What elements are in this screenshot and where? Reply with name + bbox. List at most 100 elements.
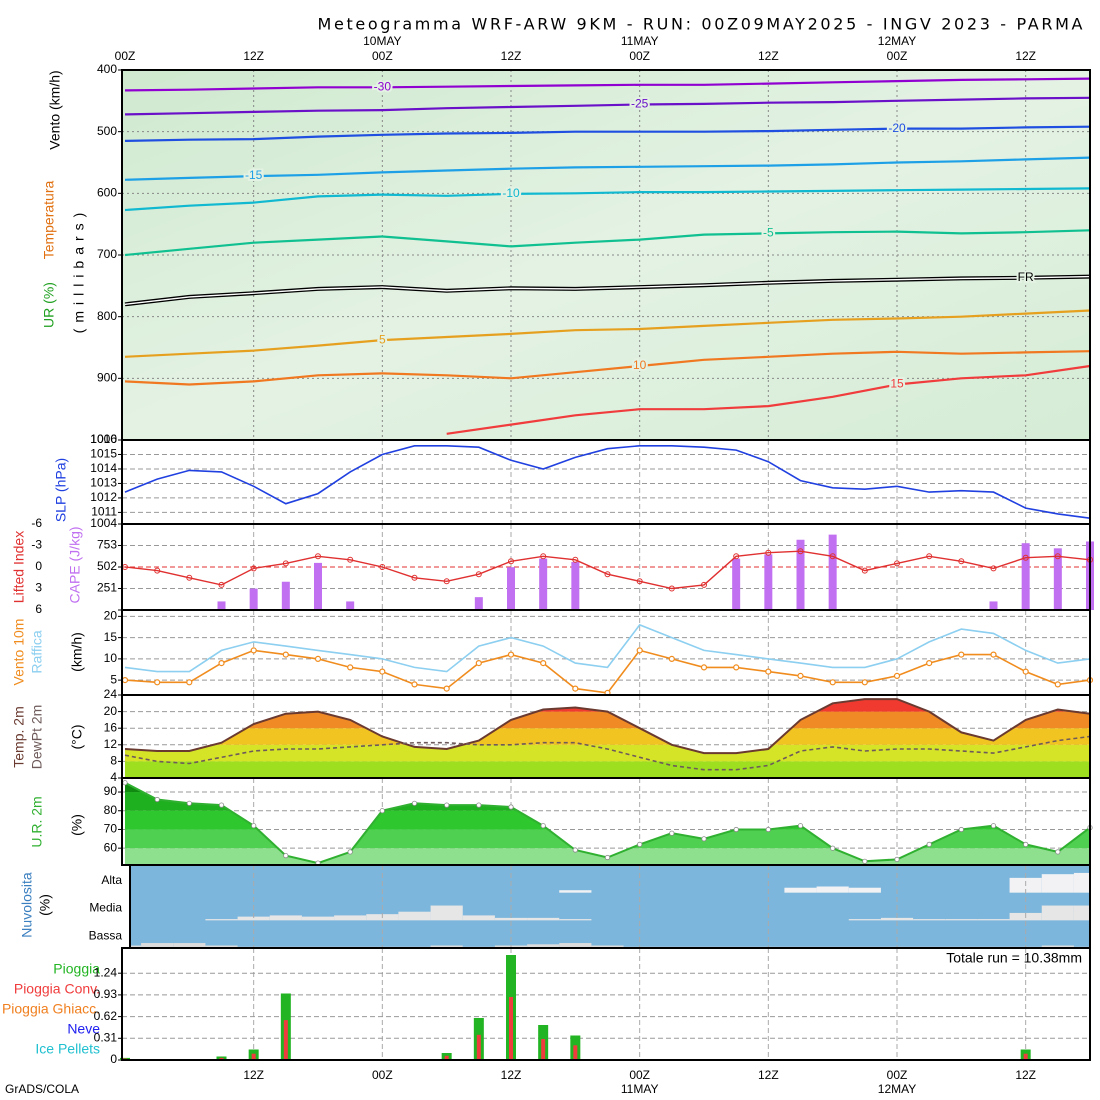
- x-tick-label: 12Z: [501, 1068, 522, 1082]
- area-marker: [701, 836, 707, 842]
- area-line: [124, 698, 1091, 755]
- wind-marker: [186, 679, 193, 686]
- area-bands: [125, 782, 1090, 865]
- lifted-index-marker: [572, 556, 579, 563]
- area-marker: [411, 800, 418, 806]
- area-band: [125, 699, 1090, 712]
- annotation: Totale run = 10.38mm: [946, 950, 1082, 966]
- isotherm-line: [124, 125, 1091, 142]
- precip-bar: [219, 1057, 224, 1060]
- isotherm-label: FR: [1018, 270, 1034, 284]
- isotherm-label: 10: [633, 358, 647, 372]
- isotherm-label: -30: [374, 79, 392, 93]
- precip-bar: [541, 1039, 546, 1060]
- y-tick-label: 1013: [90, 476, 117, 490]
- x-tick-label: 00Z: [629, 49, 650, 63]
- cloud-cover: [527, 917, 560, 921]
- y-tick-label: 600: [97, 186, 117, 200]
- y-tick-label: 60: [104, 840, 118, 854]
- cape-bar: [732, 558, 741, 610]
- x-tick-label: 12Z: [758, 1068, 779, 1082]
- y-tick-label: 10: [104, 651, 118, 665]
- wind-marker: [475, 659, 482, 667]
- footer: GrADS/COLA: [5, 1082, 79, 1096]
- wind-marker: [379, 668, 386, 675]
- y-tick-label: 0.62: [94, 1009, 118, 1023]
- lifted-index-marker: [797, 548, 804, 555]
- wind-marker: [347, 664, 354, 671]
- lifted-index-marker: [475, 571, 482, 578]
- cloud-layer-label: Media: [89, 901, 122, 915]
- area-marker: [122, 780, 128, 786]
- area-marker: [186, 800, 192, 806]
- wind-marker: [958, 651, 965, 658]
- wind-marker: [733, 664, 740, 671]
- wind-marker: [121, 676, 129, 684]
- area-marker: [508, 804, 514, 810]
- cloud-cover: [398, 911, 431, 921]
- y-tick-label: 12: [104, 737, 118, 751]
- cape-bar: [314, 562, 322, 610]
- area-band: [125, 744, 1090, 762]
- legend-entry: Ice Pellets: [35, 1041, 100, 1057]
- area-marker: [669, 830, 675, 836]
- y-tick-label: 400: [97, 62, 117, 76]
- y-tick-label: 1.24: [94, 965, 118, 979]
- y-tick-label: 20: [104, 609, 118, 623]
- wind-line: [124, 649, 1091, 694]
- date-label: 10MAY: [363, 34, 401, 48]
- precip-bar: [476, 1034, 481, 1060]
- wind-marker: [765, 668, 772, 675]
- lifted-index-marker: [668, 585, 675, 592]
- y-tick-label: 1000: [90, 432, 117, 446]
- isotherm-line: [124, 96, 1091, 116]
- precip-bar: [509, 997, 513, 1060]
- area-marker: [990, 823, 997, 829]
- wind-marker: [861, 679, 868, 686]
- wind-marker: [1054, 681, 1061, 688]
- axis-title: (°C): [69, 724, 85, 749]
- cape-bar: [217, 601, 226, 610]
- legend-entry: Neve: [67, 1021, 100, 1037]
- cloud-layer-label: Bassa: [89, 928, 123, 942]
- cloud-cover: [462, 915, 495, 921]
- area-marker: [765, 826, 771, 833]
- cloud-cover: [205, 919, 238, 921]
- lifted-index-marker: [604, 571, 611, 578]
- cloud-cover: [269, 915, 302, 921]
- lifted-index-marker: [990, 565, 997, 572]
- axis-title: Lifted Index: [11, 531, 27, 603]
- lifted-index-marker: [379, 564, 386, 570]
- lifted-index-marker: [701, 581, 707, 588]
- precip-bar: [444, 1055, 449, 1060]
- isotherm-label: -5: [763, 226, 774, 240]
- y-tick-label: 0.31: [94, 1030, 118, 1044]
- axis-title: Temp. 2m: [11, 706, 27, 767]
- lifted-index-marker: [218, 581, 225, 588]
- y-tick-label: 0.93: [94, 987, 118, 1001]
- area-band: [125, 792, 1090, 811]
- isotherm-line: [124, 350, 1091, 386]
- y-tick-label: 4: [110, 770, 117, 784]
- isotherm-line-inner: [124, 275, 1091, 305]
- cloud-cover: [173, 943, 206, 948]
- lifted-index-marker: [411, 574, 418, 581]
- lifted-index-marker: [154, 567, 161, 574]
- y-tick-label: 0: [110, 1052, 117, 1066]
- cloud-cover: [1041, 874, 1074, 893]
- lifted-index-marker: [926, 553, 933, 560]
- cloud-cover: [494, 917, 528, 921]
- wind-marker: [829, 679, 836, 686]
- y-tick-label: 70: [104, 822, 118, 836]
- cloud-cover: [559, 943, 592, 948]
- cape-bar: [764, 554, 773, 610]
- area-marker: [347, 849, 353, 855]
- area-marker: [444, 802, 450, 808]
- y2-tick-label: 753: [97, 538, 117, 552]
- y2-tick-label: 1004: [90, 516, 117, 530]
- area-band: [125, 829, 1090, 849]
- panel-frame: [121, 439, 1091, 525]
- x-tick-label: 00Z: [372, 1068, 393, 1082]
- date-label: 12MAY: [878, 1082, 916, 1096]
